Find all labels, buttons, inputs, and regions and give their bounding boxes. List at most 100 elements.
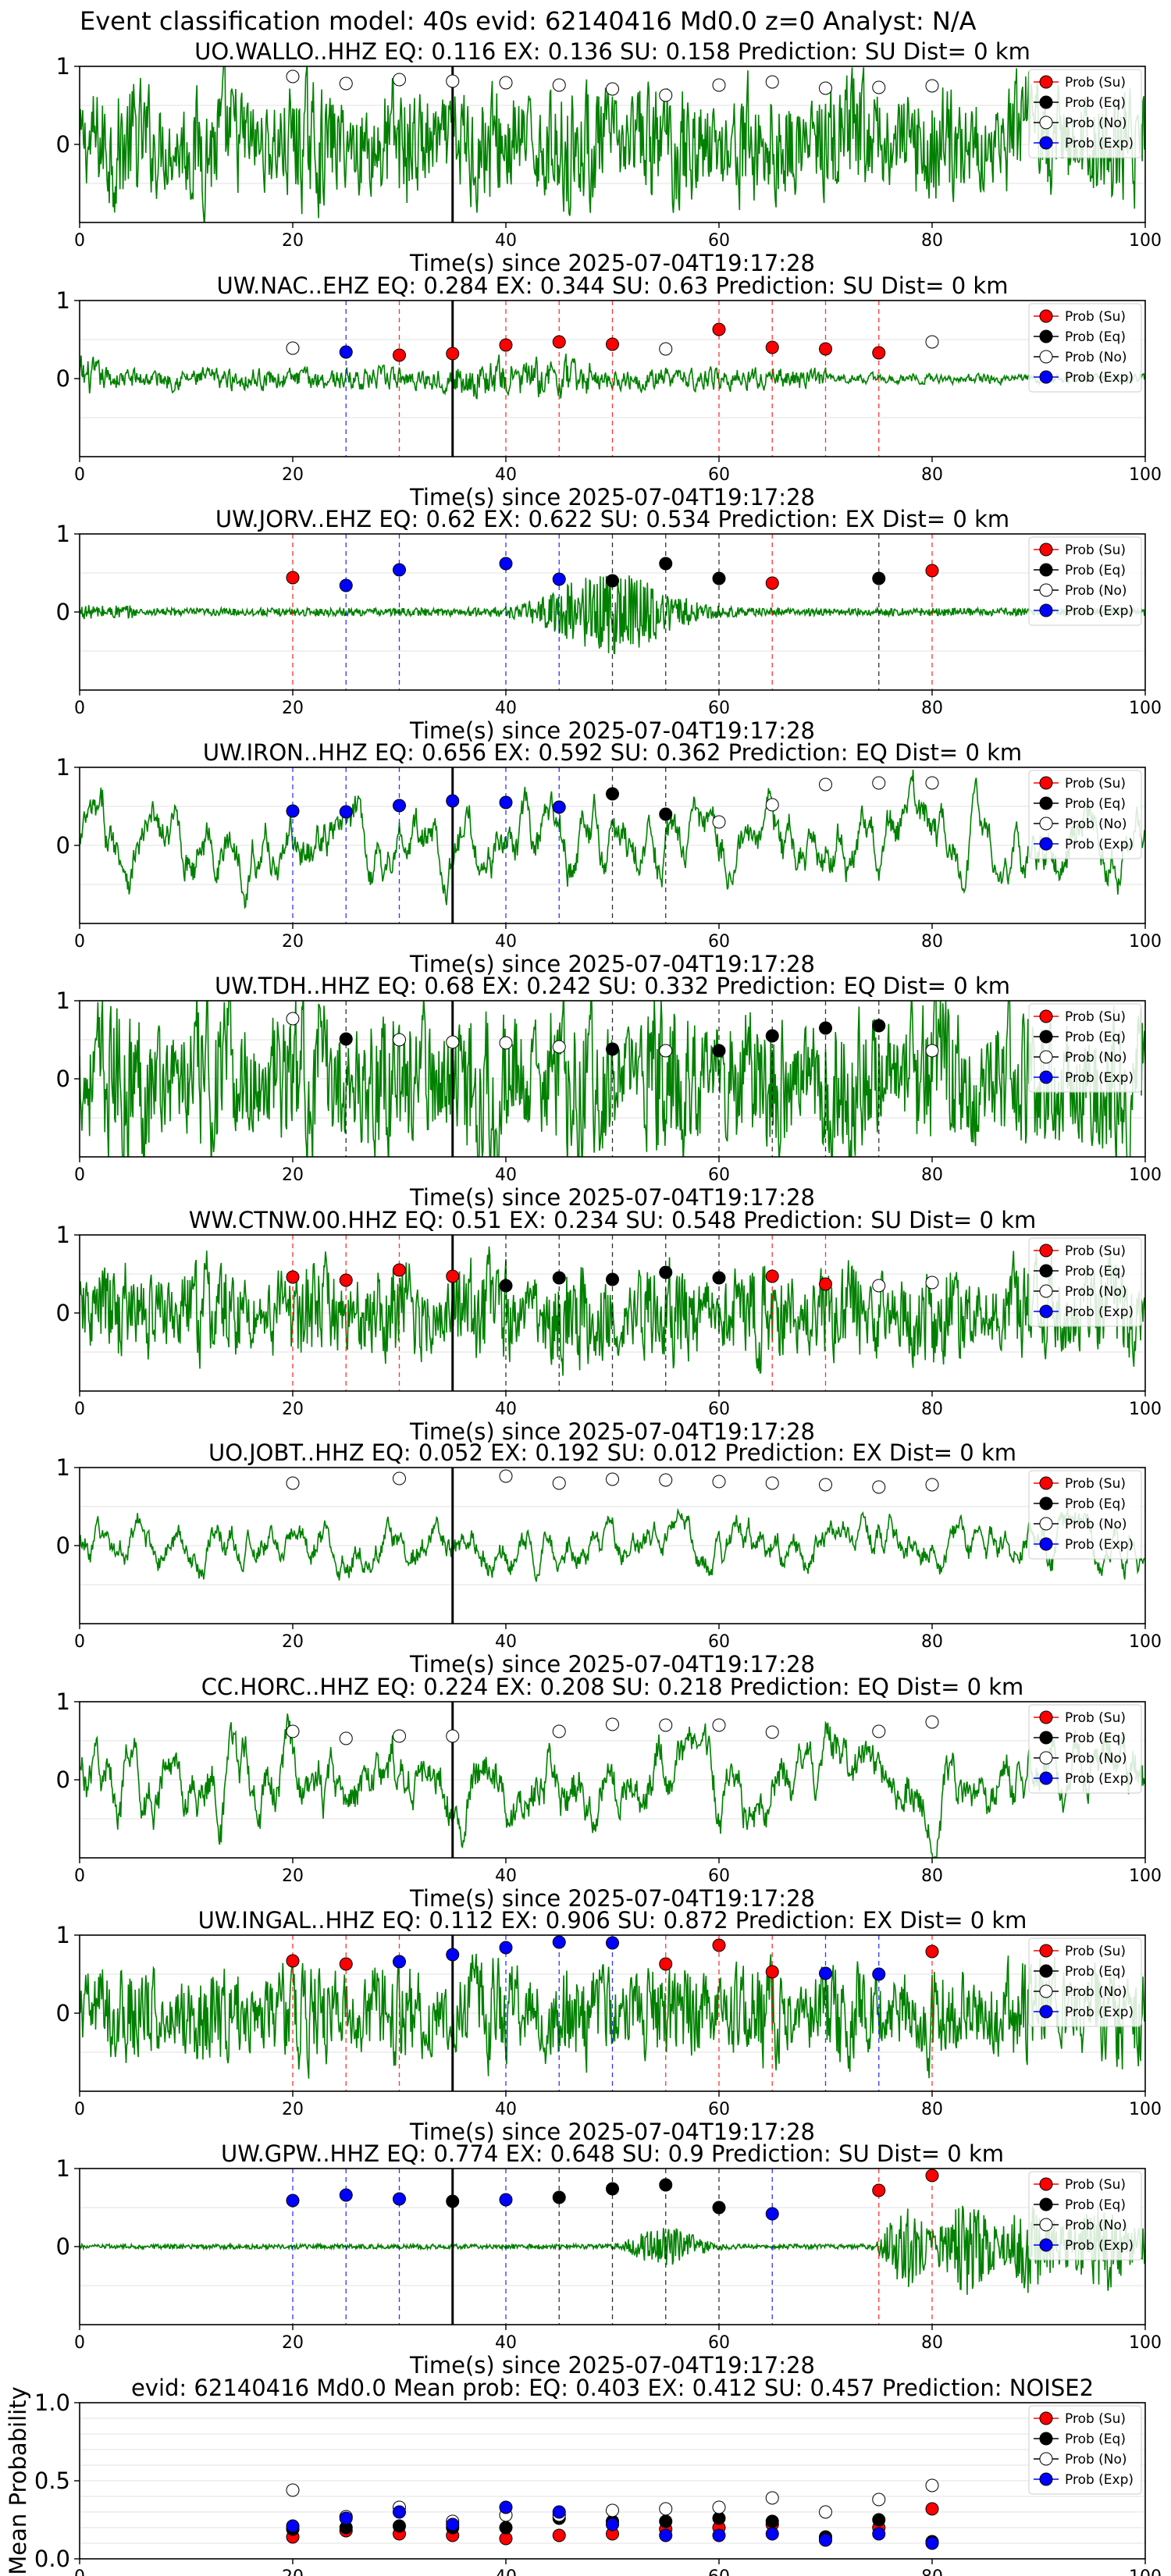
- x-tick-label: 0: [74, 1632, 85, 1652]
- x-tick-label: 20: [282, 231, 304, 251]
- prob-point-eq: [712, 2201, 726, 2215]
- x-tick-label: 40: [495, 2100, 517, 2119]
- prob-point-su: [552, 335, 566, 349]
- y-tick-label: 1: [56, 521, 70, 547]
- x-tick-label: 80: [921, 1165, 943, 1185]
- y-tick-label: 1: [56, 754, 70, 781]
- legend-marker-exp: [1039, 2472, 1053, 2486]
- prob-point-no: [659, 1044, 673, 1058]
- mean-point-no: [712, 2500, 726, 2514]
- legend-label: Prob (Eq): [1065, 1731, 1126, 1746]
- y-tick-label: 1: [56, 1922, 70, 1948]
- x-tick-label: 40: [495, 1632, 517, 1652]
- prob-point-exp: [339, 345, 353, 359]
- legend-marker-no: [1039, 583, 1053, 597]
- x-tick-label: 80: [921, 2333, 943, 2353]
- prob-point-su: [499, 338, 513, 352]
- mean-point-exp: [712, 2528, 726, 2542]
- legend-label: Prob (No): [1065, 1751, 1127, 1767]
- x-tick-label: 80: [921, 2567, 943, 2576]
- legend-marker-no: [1039, 2452, 1053, 2466]
- prob-point-eq: [712, 571, 726, 585]
- prob-point-no: [286, 1012, 300, 1026]
- prob-point-eq: [872, 571, 886, 585]
- legend-label: Prob (Exp): [1065, 2005, 1134, 2020]
- mean-point-exp: [286, 2519, 300, 2533]
- x-tick-label: 60: [708, 699, 730, 718]
- legend-marker-exp: [1039, 2238, 1053, 2252]
- prob-point-no: [552, 1724, 566, 1738]
- prob-point-no: [872, 1724, 886, 1738]
- waveform-trace: [80, 1001, 1145, 1157]
- prob-point-exp: [393, 563, 406, 577]
- mean-point-su: [552, 2528, 566, 2542]
- legend-box: [1028, 69, 1142, 158]
- prob-point-su: [606, 337, 619, 351]
- legend-marker-exp: [1039, 1304, 1053, 1318]
- plot-area: [80, 1468, 1145, 1624]
- x-tick-label: 100: [1129, 1866, 1162, 1886]
- legend: Prob (Su) Prob (Eq) Prob (No) Prob (Exp): [1028, 2171, 1142, 2261]
- prob-point-su: [872, 2183, 886, 2197]
- legend-box: [1028, 1704, 1142, 1794]
- plot-area: [80, 767, 1145, 923]
- mean-point-exp: [872, 2527, 886, 2541]
- x-axis-label: Time(s) since 2025-07-04T19:17:28: [409, 1184, 815, 1211]
- prob-point-exp: [339, 578, 353, 592]
- prob-point-eq: [446, 2194, 460, 2208]
- legend-label: Prob (Su): [1065, 2177, 1126, 2193]
- prob-point-no: [765, 75, 779, 89]
- x-tick-label: 60: [708, 932, 730, 952]
- x-tick-label: 0: [74, 1866, 85, 1886]
- legend-marker-eq: [1039, 796, 1053, 810]
- subplot-3: 0 20 40 60 80 100 1 0 UW.JORV..EHZ EQ: 0.62 EX: …: [56, 506, 1162, 744]
- y-tick-label: 0: [56, 832, 70, 859]
- prob-point-eq: [606, 1272, 619, 1286]
- legend: Prob (Su) Prob (Eq) Prob (No) Prob (Exp): [1028, 303, 1142, 393]
- prob-point-exp: [765, 2207, 779, 2221]
- legend-marker-no: [1039, 350, 1053, 364]
- waveform-trace: [80, 1713, 1145, 1858]
- x-axis-label: Time(s) since 2025-07-04T19:17:28: [409, 1651, 815, 1678]
- subplot-11: 0 20 40 60 80 100 1.0 0.5 0.0 evid: 62140416 Md0.…: [5, 2375, 1162, 2576]
- x-tick-label: 20: [282, 2333, 304, 2353]
- mean-point-su: [925, 2502, 939, 2516]
- prob-point-no: [393, 1729, 406, 1743]
- plot-area: [80, 2169, 1145, 2325]
- waveform-trace: [80, 1246, 1145, 1376]
- y-tick-label: 0.0: [34, 2546, 70, 2572]
- x-tick-label: 100: [1129, 231, 1162, 251]
- prob-point-no: [446, 74, 460, 88]
- prob-point-eq: [712, 1271, 726, 1285]
- y-tick-label: 0: [56, 131, 70, 158]
- legend-marker-no: [1039, 1050, 1053, 1064]
- x-tick-label: 100: [1129, 699, 1162, 718]
- prob-point-exp: [819, 1966, 832, 1980]
- prob-point-su: [712, 1938, 726, 1952]
- prob-point-no: [872, 1279, 886, 1293]
- legend-marker-exp: [1039, 603, 1053, 617]
- subplot-title: WW.CTNW.00.HHZ EQ: 0.51 EX: 0.234 SU: 0.…: [189, 1207, 1037, 1233]
- prob-point-exp: [446, 1948, 460, 1962]
- x-tick-label: 20: [282, 465, 304, 485]
- waveform-trace: [80, 66, 1145, 222]
- x-tick-label: 40: [495, 1165, 517, 1185]
- legend-label: Prob (No): [1065, 1050, 1127, 1066]
- subplot-7: 0 20 40 60 80 100 1 0 UO.JOBT..HHZ EQ: 0.052 EX:…: [56, 1439, 1162, 1678]
- legend-marker-no: [1039, 1517, 1053, 1531]
- subplot-2: 0 20 40 60 80 100 1 0 UW.NAC..EHZ EQ: 0.284 EX: …: [56, 272, 1162, 511]
- legend-label: Prob (Su): [1065, 776, 1126, 792]
- legend-marker-su: [1039, 1476, 1053, 1490]
- legend-label: Prob (No): [1065, 1517, 1127, 1532]
- y-axis-label: Mean Probability: [5, 2386, 31, 2575]
- mean-point-exp: [552, 2505, 566, 2519]
- legend-box: [1028, 303, 1142, 393]
- prob-point-no: [286, 1476, 300, 1490]
- mean-point-no: [819, 2505, 832, 2519]
- legend-label: Prob (Eq): [1065, 563, 1126, 578]
- mean-point-eq: [393, 2519, 406, 2533]
- legend-label: Prob (Eq): [1065, 1496, 1126, 1512]
- prob-point-su: [286, 571, 300, 585]
- mean-point-no: [606, 2503, 619, 2517]
